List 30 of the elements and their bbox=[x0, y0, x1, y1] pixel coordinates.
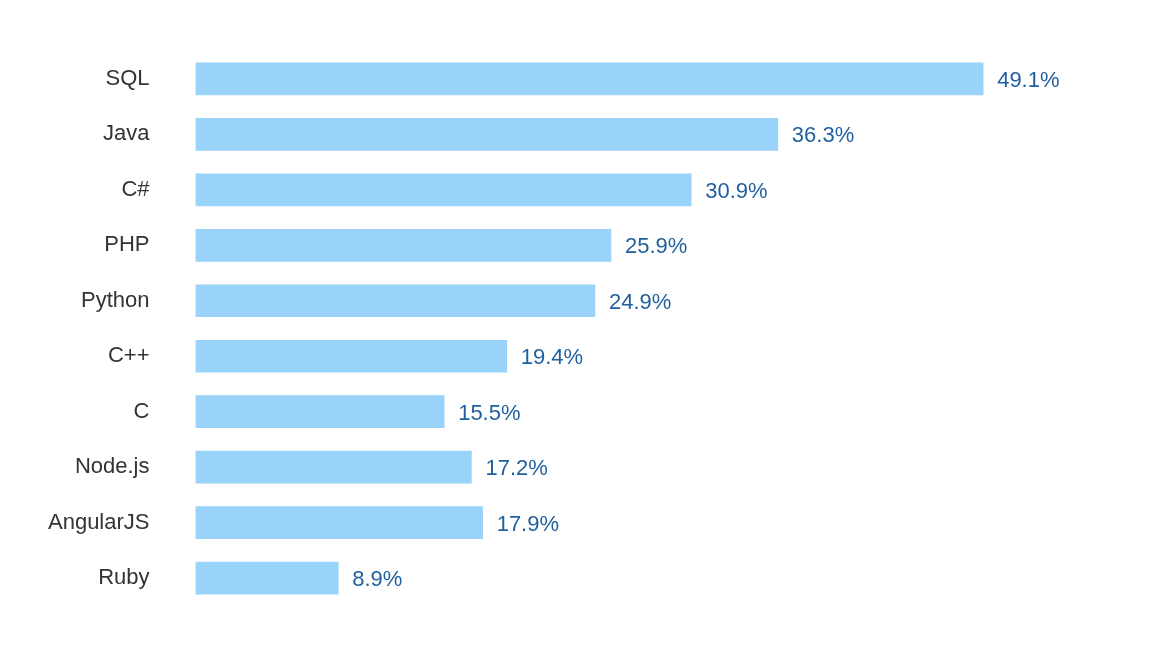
bar bbox=[195, 450, 472, 484]
y-tick-label: C# bbox=[121, 175, 151, 201]
data-label: 8.9% bbox=[352, 566, 403, 592]
data-label: 49.1% bbox=[997, 66, 1060, 92]
data-label: 24.9% bbox=[608, 288, 672, 314]
bar bbox=[195, 561, 339, 595]
y-tick-label: PHP bbox=[104, 231, 150, 257]
y-tick-label: C bbox=[133, 397, 150, 423]
data-label: 30.9% bbox=[705, 177, 768, 203]
y-tick-label: C++ bbox=[107, 342, 150, 368]
bar bbox=[195, 228, 612, 262]
data-label: 17.2% bbox=[485, 455, 548, 481]
bar bbox=[195, 173, 692, 207]
data-label: 15.5% bbox=[458, 399, 521, 425]
y-tick-label: Ruby bbox=[98, 564, 150, 590]
bar bbox=[195, 339, 508, 373]
bar bbox=[195, 506, 483, 539]
y-tick-label: Python bbox=[81, 286, 150, 312]
data-label: 19.4% bbox=[520, 344, 584, 370]
bar bbox=[195, 284, 596, 318]
y-tick-label: Java bbox=[103, 120, 151, 146]
bar bbox=[195, 118, 779, 151]
data-label: 17.9% bbox=[496, 510, 560, 536]
y-tick-label: SQL bbox=[105, 64, 150, 90]
data-label: 25.9% bbox=[624, 233, 688, 259]
bar bbox=[195, 62, 984, 96]
bar bbox=[195, 395, 445, 429]
data-label: 36.3% bbox=[791, 122, 855, 148]
y-tick-label: Node.js bbox=[74, 453, 150, 479]
y-tick-label: AngularJS bbox=[47, 508, 150, 534]
